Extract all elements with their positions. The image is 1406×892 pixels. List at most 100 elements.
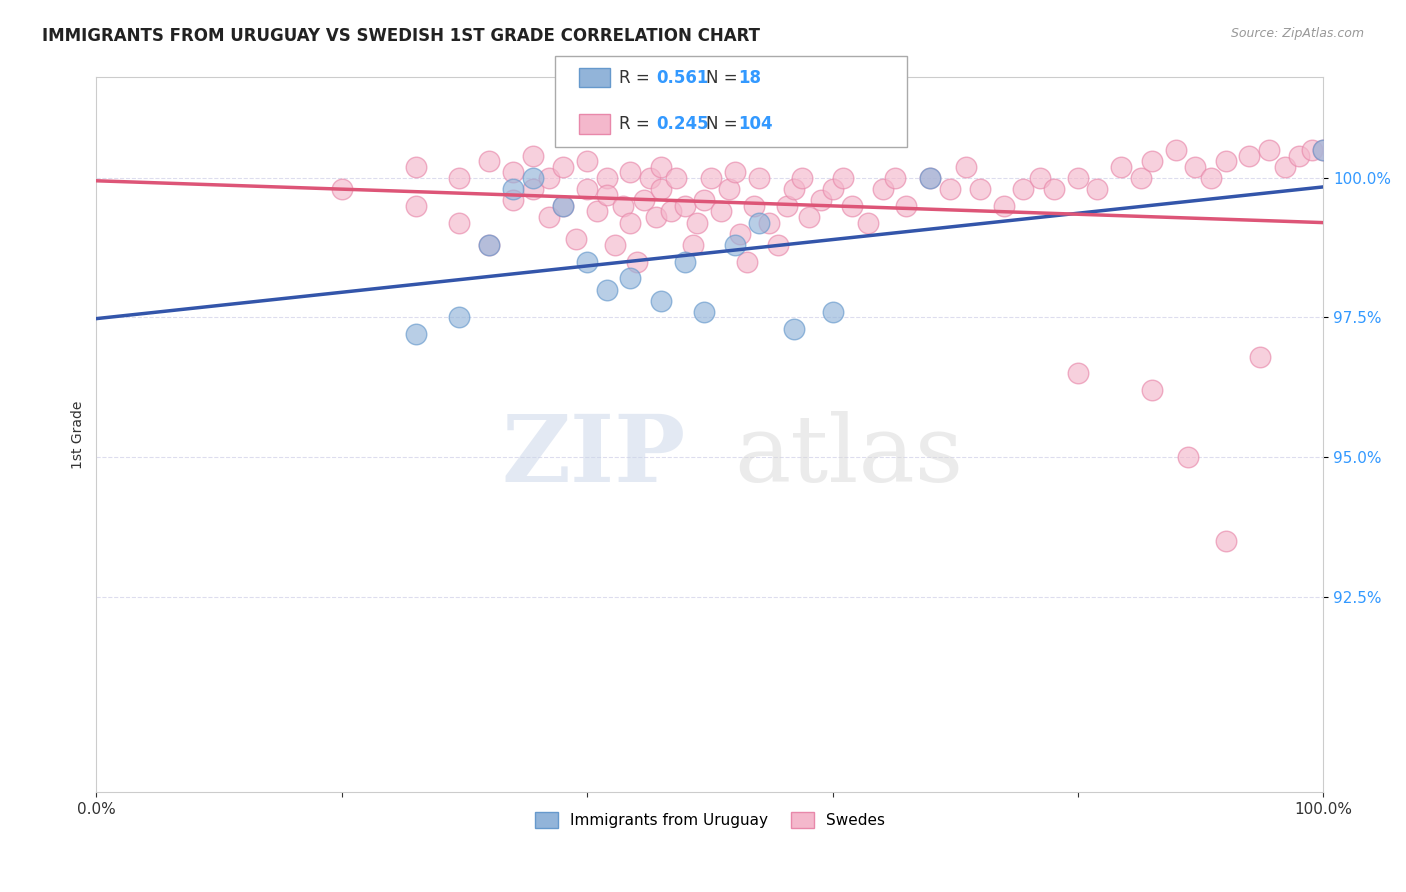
Text: IMMIGRANTS FROM URUGUAY VS SWEDISH 1ST GRADE CORRELATION CHART: IMMIGRANTS FROM URUGUAY VS SWEDISH 1ST G… [42, 27, 761, 45]
Point [884, 170, 907, 185]
Point [1312, 143, 1334, 157]
Point [595, 170, 617, 185]
Legend: Immigrants from Uruguay, Swedes: Immigrants from Uruguay, Swedes [529, 806, 891, 834]
Point [831, 170, 853, 185]
Point [821, 182, 844, 196]
Point [737, 254, 759, 268]
Point [553, 160, 575, 174]
Point [783, 182, 806, 196]
Point [1215, 154, 1237, 169]
Point [603, 238, 626, 252]
Point [1201, 170, 1223, 185]
Point [1239, 148, 1261, 162]
Point [920, 170, 942, 185]
Point [553, 199, 575, 213]
Text: atlas: atlas [734, 411, 963, 501]
Point [724, 165, 747, 179]
Point [1177, 450, 1199, 464]
Point [1012, 182, 1035, 196]
Point [447, 170, 470, 185]
Point [659, 204, 682, 219]
Text: 0.245: 0.245 [657, 115, 709, 133]
Point [447, 310, 470, 325]
Point [1164, 143, 1187, 157]
Point [1288, 148, 1310, 162]
Point [522, 148, 544, 162]
Point [619, 216, 641, 230]
Text: R =: R = [619, 115, 655, 133]
Point [724, 238, 747, 252]
Point [638, 170, 661, 185]
Point [728, 227, 751, 241]
Point [993, 199, 1015, 213]
Point [858, 216, 880, 230]
Point [758, 216, 780, 230]
Point [673, 199, 696, 213]
Point [896, 199, 918, 213]
Point [502, 193, 524, 207]
Point [1312, 143, 1334, 157]
Point [612, 199, 634, 213]
Point [872, 182, 894, 196]
Point [650, 160, 672, 174]
Point [1085, 182, 1108, 196]
Point [522, 170, 544, 185]
Point [619, 165, 641, 179]
Y-axis label: 1st Grade: 1st Grade [72, 401, 86, 469]
Point [665, 170, 688, 185]
Point [405, 199, 427, 213]
Point [718, 182, 741, 196]
Point [920, 170, 942, 185]
Point [1067, 170, 1090, 185]
Point [478, 154, 501, 169]
Point [576, 154, 599, 169]
Point [405, 327, 427, 342]
Point [1274, 160, 1296, 174]
Point [538, 170, 561, 185]
Point [797, 210, 820, 224]
Point [783, 321, 806, 335]
Point [1029, 170, 1052, 185]
Point [1067, 366, 1090, 380]
Point [938, 182, 960, 196]
Point [748, 216, 770, 230]
Point [1140, 154, 1163, 169]
Point [538, 210, 561, 224]
Point [478, 238, 501, 252]
Text: N =: N = [706, 69, 742, 87]
Point [766, 238, 789, 252]
Point [650, 293, 672, 308]
Point [1043, 182, 1066, 196]
Point [595, 187, 617, 202]
Point [502, 165, 524, 179]
Point [553, 199, 575, 213]
Point [955, 160, 977, 174]
Point [693, 305, 716, 319]
Point [522, 182, 544, 196]
Point [586, 204, 609, 219]
Text: R =: R = [619, 69, 655, 87]
Point [700, 170, 723, 185]
Point [650, 182, 672, 196]
Text: 104: 104 [738, 115, 773, 133]
Point [619, 271, 641, 285]
Point [1257, 143, 1279, 157]
Point [810, 193, 832, 207]
Point [576, 182, 599, 196]
Point [565, 232, 588, 246]
Point [595, 283, 617, 297]
Point [686, 216, 709, 230]
Point [1129, 170, 1152, 185]
Point [1215, 533, 1237, 548]
Point [1249, 350, 1271, 364]
Point [478, 238, 501, 252]
Point [1301, 143, 1323, 157]
Text: N =: N = [706, 115, 742, 133]
Point [710, 204, 733, 219]
Point [821, 305, 844, 319]
Text: 0.561: 0.561 [657, 69, 709, 87]
Point [775, 199, 797, 213]
Point [576, 254, 599, 268]
Point [644, 210, 666, 224]
Point [790, 170, 813, 185]
